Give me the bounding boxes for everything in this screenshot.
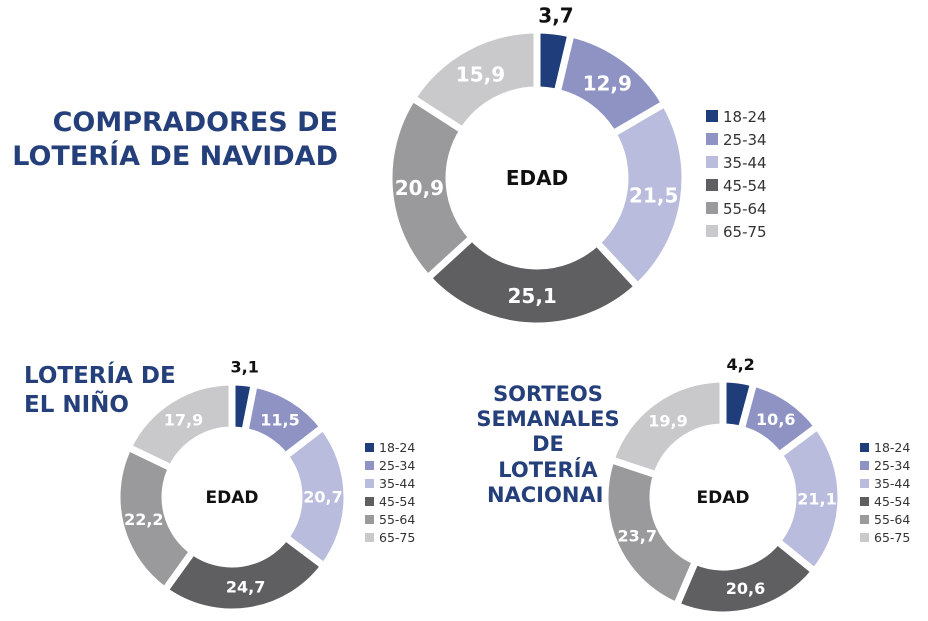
data-label: 21,1 [797, 490, 836, 509]
legend-label: 35-44 [874, 476, 910, 491]
title-line: LOTERÍA [498, 457, 598, 482]
center-label: EDAD [697, 488, 750, 508]
legend-swatch [860, 479, 869, 488]
legend-swatch [365, 497, 374, 506]
title-line: NACIONAL [486, 482, 610, 507]
data-label: 22,2 [124, 510, 163, 529]
chart-title-nino: LOTERÍA DE EL NIÑO [24, 362, 176, 420]
legend-label: 18-24 [874, 440, 910, 455]
legend-swatch [860, 497, 869, 506]
legend-label: 55-64 [874, 512, 910, 527]
legend-swatch [365, 533, 374, 542]
data-label: 17,9 [164, 411, 203, 430]
data-label: 21,5 [629, 184, 678, 208]
chart-title-navidad: COMPRADORES DE LOTERÍA DE NAVIDAD [12, 106, 338, 174]
data-label: 11,5 [260, 410, 299, 429]
data-label: 23,7 [618, 526, 657, 545]
legend-label: 35-44 [723, 154, 767, 172]
title-line: LOTERÍA DE NAVIDAD [12, 140, 338, 172]
donut-chart: 3,1 11,5 20,7 24,7 22,2 17,9 EDAD 18-24 25-34 35-… [113, 357, 415, 616]
legend-label: 25-34 [723, 131, 767, 149]
data-label: 25,1 [508, 284, 557, 308]
legend-label: 65-75 [874, 530, 910, 545]
legend-label: 65-75 [379, 530, 415, 545]
legend-swatch [365, 515, 374, 524]
slice-65-75 [123, 378, 236, 473]
title-line: EL NIÑO [24, 391, 129, 418]
legend-label: 65-75 [723, 223, 767, 241]
legend-swatch [365, 461, 374, 470]
data-label: 19,9 [648, 412, 687, 431]
donut-chart: 4,2 10,6 21,1 20,6 23,7 19,9 EDAD 18-24 25-34 35-… [601, 355, 910, 619]
slice-55-64 [601, 455, 701, 611]
center-label: EDAD [206, 488, 259, 508]
legend-swatch [706, 133, 718, 145]
legend-label: 55-64 [379, 512, 415, 527]
data-label: 3,7 [538, 3, 573, 27]
slice-65-75 [407, 26, 541, 136]
data-label: 20,9 [395, 176, 444, 200]
legend-label: 45-54 [723, 177, 767, 195]
legend-label: 25-34 [379, 458, 415, 473]
legend-swatch [706, 202, 718, 214]
legend-swatch [860, 533, 869, 542]
center-label: EDAD [506, 166, 568, 190]
legend-swatch [365, 479, 374, 488]
donut-chart: 3,7 12,9 21,5 25,1 20,9 15,9 EDAD 18-24 25-34 35-… [385, 3, 767, 330]
legend-label: 45-54 [874, 494, 910, 509]
title-line: SEMANALES [476, 407, 620, 432]
slice-55-64 [385, 93, 478, 283]
legend-label: 55-64 [723, 200, 767, 218]
data-label: 24,7 [226, 578, 265, 597]
data-label: 20,7 [303, 487, 342, 506]
legend-swatch [706, 225, 718, 237]
data-label: 20,6 [726, 579, 765, 598]
legend-label: 45-54 [379, 494, 415, 509]
legend-swatch [860, 443, 869, 452]
data-label: 15,9 [456, 63, 505, 87]
title-line: COMPRADORES DE [52, 107, 338, 138]
slice-45-54 [422, 232, 643, 330]
data-label: 10,6 [756, 410, 795, 429]
title-line: DE [532, 432, 564, 457]
legend-swatch [860, 461, 869, 470]
title-line: LOTERÍA DE [24, 363, 176, 389]
legend-label: 18-24 [723, 108, 767, 126]
data-label: 3,1 [231, 357, 259, 376]
legend-label: 18-24 [379, 440, 415, 455]
data-label: 12,9 [583, 71, 632, 95]
legend-swatch [860, 515, 869, 524]
legend-label: 35-44 [379, 476, 415, 491]
legend-swatch [365, 443, 374, 452]
legend-swatch [706, 110, 718, 122]
chart-title-semanales: SORTEOS SEMANALES DE LOTERÍA NACIONAL [468, 382, 628, 508]
legend-swatch [706, 156, 718, 168]
data-label: 4,2 [726, 355, 754, 374]
legend-label: 25-34 [874, 458, 910, 473]
title-line: SORTEOS [493, 382, 603, 406]
slice-65-75 [606, 375, 727, 480]
legend-swatch [706, 179, 718, 191]
